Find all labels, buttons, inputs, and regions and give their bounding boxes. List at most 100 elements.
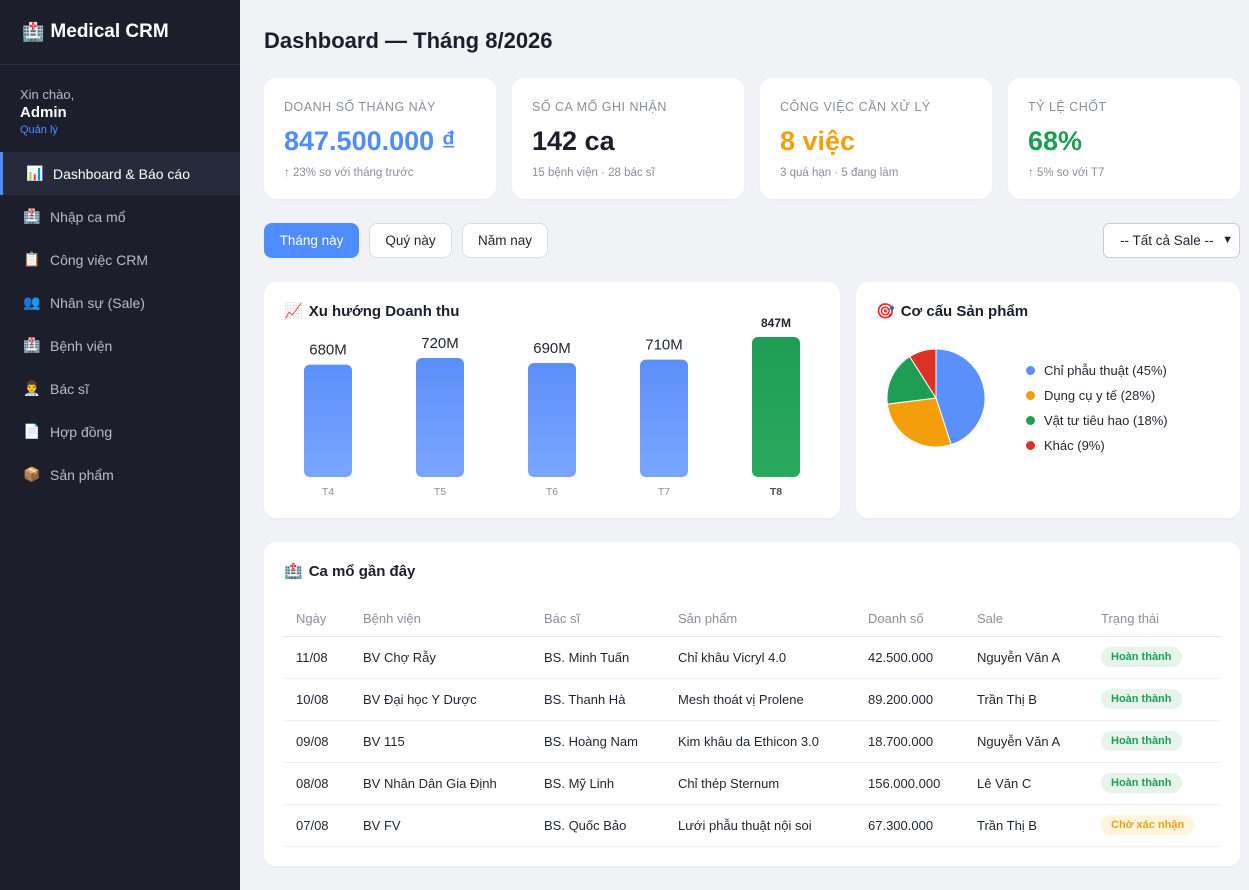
sidebar-item-dashboard[interactable]: 📊 Dashboard & Báo cáo <box>0 152 240 195</box>
kpi-sub: ↑ 5% so với T7 <box>1028 167 1105 179</box>
table-row[interactable]: 09/08 BV 115 BS. Hoàng Nam Kim khâu da Ethi… <box>284 720 1220 763</box>
kpi-label: Tỷ lệ chốt <box>1028 100 1107 114</box>
bar-T5[interactable] <box>416 357 464 477</box>
kpi-card-revenue: Doanh số tháng này 847.500.000 ₫ ↑ 23% s… <box>264 78 496 199</box>
chart-icon: 📊 <box>26 165 44 181</box>
cell-doctor: BS. Hoàng Nam <box>532 720 666 763</box>
status-badge: Hoàn thành <box>1101 689 1182 709</box>
bar-T6[interactable] <box>528 362 576 477</box>
table-row[interactable]: 10/08 BV Đại học Y Dược BS. Thanh Hà Mesh t… <box>284 678 1220 721</box>
tab-this-month[interactable]: Tháng này <box>264 223 359 258</box>
kpi-row: Doanh số tháng này 847.500.000 ₫ ↑ 23% s… <box>264 78 1240 199</box>
pie-legend: Chỉ phẫu thuật (45%) Dụng cụ y tế (28%) Vậ… <box>1026 358 1168 458</box>
tab-this-year[interactable]: Năm nay <box>462 223 548 258</box>
sidebar-item-surgery[interactable]: 🏥 Nhập ca mổ <box>0 195 240 238</box>
legend-item: Vật tư tiêu hao (18%) <box>1026 408 1168 433</box>
cell-sale: Lê Văn C <box>965 762 1089 805</box>
cell-status: Hoàn thành <box>1089 636 1220 679</box>
kpi-label: Số ca mổ ghi nhận <box>532 100 667 114</box>
sidebar-item-staff[interactable]: 👥 Nhân sự (Sale) <box>0 281 240 324</box>
clipboard-icon: 📋 <box>23 251 41 267</box>
sidebar-item-contracts[interactable]: 📄 Hợp đồng <box>0 410 240 453</box>
x-tick-label: T4 <box>322 486 334 498</box>
cell-date: 09/08 <box>284 720 351 763</box>
revenue-chart-card: 📈 Xu hướng Doanh thu 680M T4 720M T5 690M T6 71… <box>264 282 840 518</box>
col-hospital[interactable]: Bệnh viện <box>351 602 532 637</box>
cell-status: Hoàn thành <box>1089 678 1220 721</box>
col-status[interactable]: Trạng thái <box>1089 602 1220 637</box>
sidebar-item-products[interactable]: 📦 Sản phẩm <box>0 453 240 496</box>
recent-surgeries-table: Ngày Bệnh viện Bác sĩ Sản phẩm Doanh số … <box>284 602 1220 847</box>
bar-value-label: 680M <box>309 342 347 359</box>
hospital-logo-icon: 🏥 <box>22 21 45 42</box>
target-icon: 🎯 <box>876 303 895 320</box>
kpi-card-close-rate: Tỷ lệ chốt 68% ↑ 5% so với T7 <box>1008 78 1240 199</box>
table-row[interactable]: 11/08 BV Chợ Rẫy BS. Minh Tuấn Chỉ khâu Vic… <box>284 636 1220 679</box>
sidebar-item-label: Bác sĩ <box>50 380 89 397</box>
tab-this-quarter[interactable]: Quý này <box>369 223 452 258</box>
sidebar-item-label: Công việc CRM <box>50 251 149 268</box>
legend-dot <box>1026 441 1035 450</box>
box-icon: 📦 <box>23 466 41 482</box>
legend-dot <box>1026 366 1035 375</box>
legend-dot <box>1026 391 1035 400</box>
bar-T8[interactable] <box>752 337 800 477</box>
sidebar-item-crm-tasks[interactable]: 📋 Công việc CRM <box>0 238 240 281</box>
cell-sale: Trần Thị B <box>965 804 1089 847</box>
kpi-sub: 3 quá hạn · 5 đang làm <box>780 167 899 179</box>
bar-T7[interactable] <box>640 359 688 477</box>
cell-product: Chỉ khâu Vicryl 4.0 <box>666 636 856 679</box>
bar-T4[interactable] <box>304 364 352 477</box>
sidebar-item-label: Bệnh viện <box>50 337 113 354</box>
sale-select[interactable]: -- Tất cả Sale -- ▼ <box>1103 223 1240 258</box>
trend-icon: 📈 <box>284 303 303 320</box>
sidebar-item-label: Dashboard & Báo cáo <box>53 165 190 182</box>
cell-date: 11/08 <box>284 636 351 679</box>
pie-slice[interactable] <box>886 355 937 405</box>
cell-product: Lưới phẫu thuật nội soi <box>666 804 856 847</box>
bar-value-label: 720M <box>421 335 459 352</box>
col-date[interactable]: Ngày <box>284 602 351 637</box>
status-badge: Chờ xác nhận <box>1101 815 1195 835</box>
cell-status: Chờ xác nhận <box>1089 804 1220 847</box>
kpi-value: 142 ca <box>532 126 615 156</box>
cell-doctor: BS. Minh Tuấn <box>532 636 666 679</box>
product-chart-title: 🎯 Cơ cấu Sản phẩm <box>876 302 1028 320</box>
cell-doctor: BS. Thanh Hà <box>532 678 666 721</box>
recent-title: 🏥 Ca mổ gần đây <box>284 562 415 580</box>
col-sale[interactable]: Sale <box>965 602 1089 637</box>
col-doctor[interactable]: Bác sĩ <box>532 602 666 637</box>
x-tick-label: T7 <box>658 486 670 498</box>
pie-slice[interactable] <box>909 348 937 400</box>
cell-revenue: 67.300.000 <box>856 804 965 847</box>
brand[interactable]: 🏥 Medical CRM <box>0 0 240 65</box>
table-header-row: Ngày Bệnh viện Bác sĩ Sản phẩm Doanh số … <box>284 602 1220 637</box>
table-row[interactable]: 08/08 BV Nhân Dân Gia Định BS. Mỹ Linh Chỉ … <box>284 762 1220 805</box>
sidebar-item-hospitals[interactable]: 🏥 Bệnh viện <box>0 324 240 367</box>
hospital-icon: 🏥 <box>23 337 41 353</box>
pie-slice[interactable] <box>886 397 952 448</box>
cell-hospital: BV 115 <box>351 720 532 763</box>
status-badge: Hoàn thành <box>1101 773 1182 793</box>
cell-sale: Nguyễn Văn A <box>965 636 1089 679</box>
cell-revenue: 42.500.000 <box>856 636 965 679</box>
legend-dot <box>1026 416 1035 425</box>
sidebar-item-label: Nhân sự (Sale) <box>50 294 145 311</box>
user-role: Quản lý <box>20 124 58 136</box>
x-tick-label: T8 <box>770 486 782 498</box>
kpi-card-tasks: Công việc cần xử lý 8 việc 3 quá hạn · 5… <box>760 78 992 199</box>
pie-slice[interactable] <box>935 348 986 446</box>
col-revenue[interactable]: Doanh số <box>856 602 965 637</box>
cell-status: Hoàn thành <box>1089 720 1220 763</box>
sidebar-item-label: Sản phẩm <box>50 466 114 483</box>
recent-title-text: Ca mổ gần đây <box>308 563 416 580</box>
sidebar-item-doctors[interactable]: 👨‍⚕️ Bác sĩ <box>0 367 240 410</box>
cell-product: Kim khâu da Ethicon 3.0 <box>666 720 856 763</box>
legend-item: Dụng cụ y tế (28%) <box>1026 383 1168 408</box>
sidebar-nav: 📊 Dashboard & Báo cáo 🏥 Nhập ca mổ 📋 Côn… <box>0 152 240 496</box>
cell-status: Hoàn thành <box>1089 762 1220 805</box>
legend-label: Vật tư tiêu hao (18%) <box>1044 413 1168 428</box>
col-product[interactable]: Sản phẩm <box>666 602 856 637</box>
cell-hospital: BV Chợ Rẫy <box>351 636 532 679</box>
table-row[interactable]: 07/08 BV FV BS. Quốc Bảo Lưới phẫu thuật nộ… <box>284 804 1220 847</box>
